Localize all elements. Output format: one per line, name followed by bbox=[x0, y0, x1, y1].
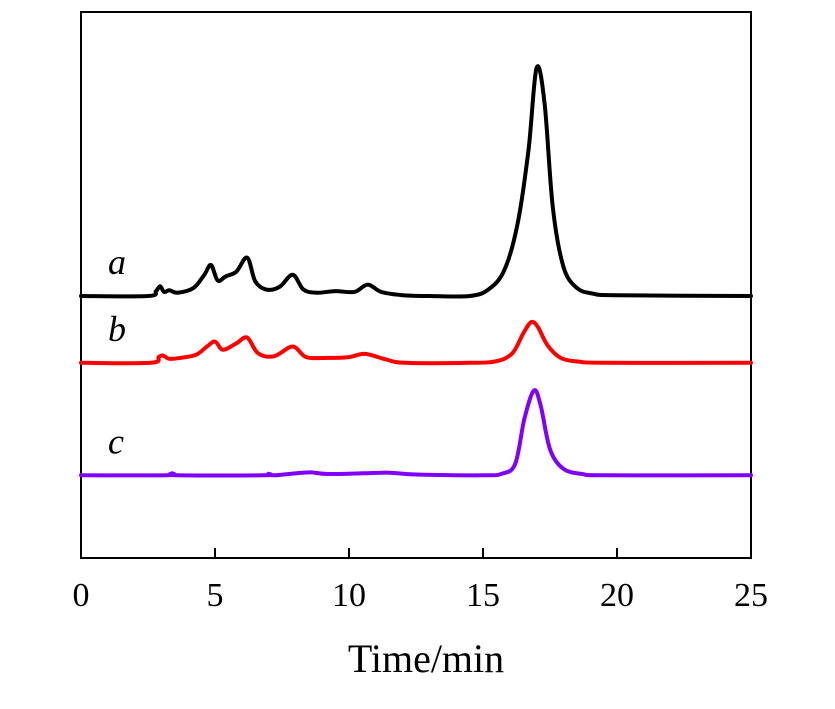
series-b-label: b bbox=[108, 309, 126, 349]
x-tick-label: 20 bbox=[600, 577, 634, 614]
x-tick-label: 25 bbox=[734, 577, 768, 614]
series-b-line bbox=[79, 319, 753, 366]
x-axis-ticks: 0 5 10 15 20 25 bbox=[73, 548, 768, 614]
x-tick-label: 10 bbox=[332, 577, 366, 614]
x-axis-label: Time/min bbox=[348, 636, 504, 681]
series-a-line bbox=[79, 64, 753, 299]
series-labels: ab c bbox=[108, 242, 126, 461]
series-c-line bbox=[79, 388, 753, 478]
x-tick-label: 15 bbox=[466, 577, 500, 614]
chromatogram-traces bbox=[79, 64, 753, 478]
plot-frame bbox=[80, 11, 752, 559]
series-a-label: a bbox=[108, 242, 126, 282]
x-tick-label: 0 bbox=[73, 577, 90, 614]
x-tick-label: 5 bbox=[207, 577, 224, 614]
series-c-label: c bbox=[108, 421, 124, 461]
